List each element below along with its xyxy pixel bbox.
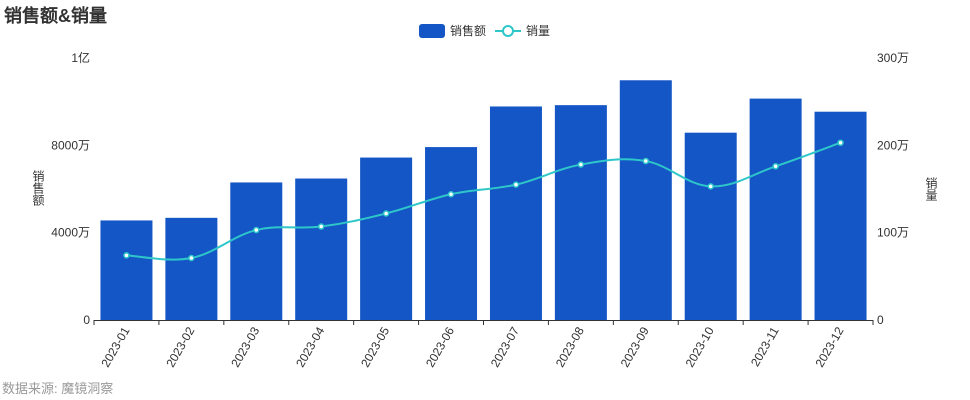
y-right-tick-label: 200万 <box>877 138 909 152</box>
x-tick-label: 2023-07 <box>488 324 522 369</box>
volume-point[interactable] <box>837 139 844 146</box>
x-tick-label: 2023-02 <box>163 324 197 369</box>
x-tick-label: 2023-10 <box>683 324 717 369</box>
data-source: 数据来源: 魔镜洞察 <box>2 381 114 396</box>
x-tick-label: 2023-01 <box>98 324 132 369</box>
sales-bar[interactable] <box>554 105 607 320</box>
volume-point[interactable] <box>642 157 650 165</box>
sales-bar[interactable] <box>100 220 153 320</box>
sales-bar[interactable] <box>230 182 283 320</box>
sales-bar[interactable] <box>814 111 867 321</box>
x-tick-label: 2023-05 <box>358 324 392 369</box>
volume-point[interactable] <box>772 163 779 170</box>
volume-point[interactable] <box>317 223 325 230</box>
sales-bar[interactable] <box>684 132 737 320</box>
volume-point[interactable] <box>447 190 455 198</box>
legend-swatch-sales <box>419 24 445 38</box>
legend-marker-volume <box>502 25 514 37</box>
y-left-tick-label: 1亿 <box>71 50 90 65</box>
y-right-tick-label: 300万 <box>877 51 909 65</box>
sales-bar[interactable] <box>619 80 672 321</box>
volume-point[interactable] <box>253 226 260 234</box>
sales-bar[interactable] <box>165 217 218 320</box>
x-tick-label: 2023-04 <box>293 324 327 369</box>
sales-bar[interactable] <box>749 98 802 320</box>
sales-bar[interactable] <box>425 147 478 320</box>
x-tick-label: 2023-08 <box>553 324 587 369</box>
y-right-axis-title: 销量 <box>924 177 938 201</box>
y-right-tick-label: 0 <box>877 313 884 327</box>
volume-point[interactable] <box>382 210 390 217</box>
y-left-tick-label: 4000万 <box>51 226 90 240</box>
y-right-tick-label: 100万 <box>877 226 909 240</box>
x-tick-label: 2023-12 <box>812 324 846 369</box>
sales-bar[interactable] <box>295 178 348 320</box>
legend-label-sales: 销售额 <box>450 23 486 38</box>
volume-point[interactable] <box>577 161 585 168</box>
sales-bar[interactable] <box>360 157 413 320</box>
chart-title: 销售额&销量 <box>4 6 107 26</box>
volume-line <box>126 141 841 261</box>
sales-bar[interactable] <box>489 106 542 320</box>
volume-point[interactable] <box>707 183 714 190</box>
volume-point[interactable] <box>188 254 195 262</box>
x-tick-label: 2023-09 <box>618 324 652 369</box>
volume-point[interactable] <box>123 252 130 259</box>
y-left-tick-label: 0 <box>83 313 90 327</box>
y-left-axis-title: 销售额 <box>31 170 45 207</box>
x-tick-label: 2023-06 <box>423 324 457 369</box>
volume-point[interactable] <box>512 181 520 188</box>
y-left-tick-label: 8000万 <box>51 138 90 152</box>
legend-label-volume: 销量 <box>526 24 550 38</box>
x-tick-label: 2023-03 <box>228 324 262 369</box>
x-tick-label: 2023-11 <box>748 324 782 369</box>
legend[interactable]: 销售额 销量 <box>419 23 550 38</box>
